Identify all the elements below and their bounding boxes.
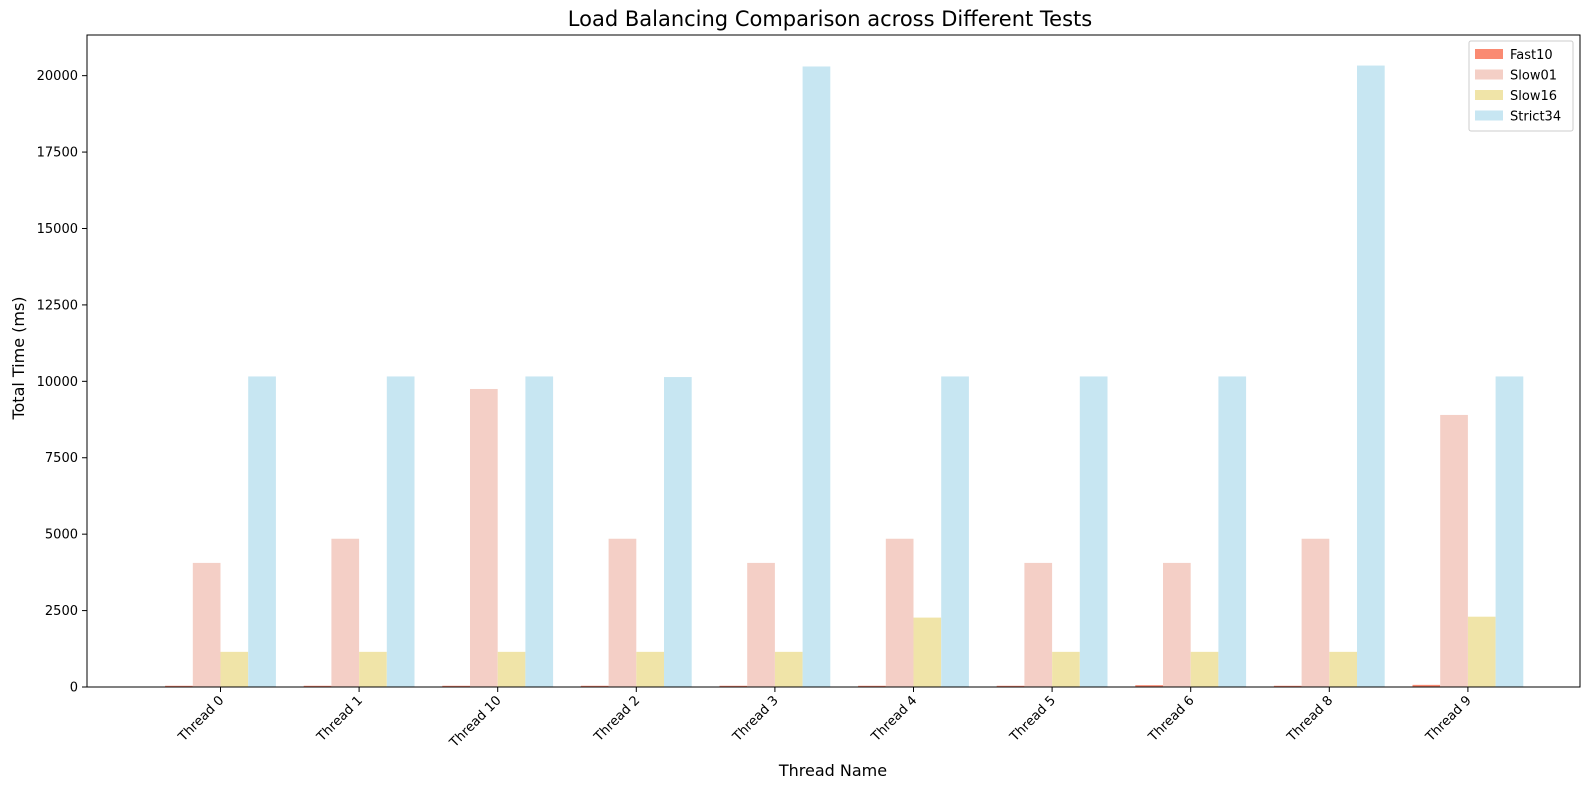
bar-slow16-thread-9	[1467, 616, 1496, 687]
chart-title: Load Balancing Comparison across Differe…	[568, 7, 1092, 31]
x-tick-label: Thread 10	[446, 693, 504, 751]
bar-slow16-thread-8	[1329, 651, 1357, 687]
y-tick-label: 12500	[37, 298, 78, 313]
bar-strict34-thread-9	[1495, 376, 1524, 687]
bar-strict34-thread-8	[1357, 65, 1385, 687]
bar-fast10-thread-9	[1412, 684, 1441, 687]
bar-fast10-thread-4	[858, 685, 886, 687]
y-tick-label: 17500	[37, 146, 78, 161]
y-tick-label: 15000	[37, 222, 78, 237]
bar-strict34-thread-5	[1079, 376, 1108, 687]
x-tick-label: Thread 3	[730, 693, 782, 745]
bar-slow16-thread-4	[913, 617, 942, 687]
bar-fast10-thread-1	[303, 685, 332, 687]
legend-label-fast10: Fast10	[1510, 48, 1553, 63]
bar-fast10-thread-6	[1135, 685, 1163, 687]
bar-strict34-thread-3	[802, 66, 831, 688]
y-tick-label: 7500	[45, 451, 78, 466]
legend-box	[1468, 40, 1574, 132]
legend-swatch-slow16	[1475, 90, 1503, 100]
y-tick-label: 5000	[45, 528, 78, 543]
x-tick-label: Thread 0	[175, 693, 227, 745]
plot-area: 0 2500 5000 7500 10000 12500 15000 17500 20000 Th…	[37, 34, 1581, 751]
y-tick-label: 10000	[37, 375, 78, 390]
legend-label-strict34: Strict34	[1510, 110, 1561, 125]
bar-slow16-thread-0	[220, 651, 249, 687]
bar-strict34-thread-2	[664, 377, 692, 687]
x-tick-label: Thread 1	[314, 693, 366, 745]
bar-slow01-thread-6	[1163, 562, 1191, 687]
y-tick-label: 20000	[37, 69, 78, 84]
x-axis-title: Thread Name	[778, 761, 887, 780]
y-axis-title: Total Time (ms)	[9, 296, 28, 420]
bar-slow01-thread-10	[470, 388, 498, 687]
bar-slow01-thread-4	[885, 538, 914, 687]
bar-slow01-thread-2	[608, 538, 637, 687]
x-tick-label: Thread 6	[1145, 693, 1197, 745]
y-tick-label: 0	[70, 681, 78, 696]
bar-slow16-thread-6	[1190, 651, 1219, 687]
x-tick-label: Thread 4	[868, 693, 920, 745]
x-tick-label: Thread 8	[1284, 693, 1336, 745]
bar-strict34-thread-1	[386, 376, 415, 687]
legend: Fast10 Slow01 Slow16 Strict34	[1468, 40, 1574, 132]
legend-label-slow16: Slow16	[1510, 89, 1557, 104]
bar-fast10-thread-2	[580, 685, 609, 687]
legend-label-slow01: Slow01	[1510, 69, 1557, 84]
bar-slow16-thread-2	[636, 651, 664, 687]
bar-slow01-thread-8	[1301, 538, 1330, 687]
bar-slow01-thread-5	[1024, 562, 1053, 687]
bar-slow16-thread-1	[359, 651, 387, 687]
legend-swatch-fast10	[1475, 49, 1503, 59]
bar-fast10-thread-5	[996, 685, 1025, 687]
bar-fast10-thread-10	[442, 685, 470, 687]
bar-fast10-thread-3	[719, 685, 748, 687]
x-tick-label: Thread 2	[591, 693, 643, 745]
legend-swatch-slow01	[1475, 69, 1503, 80]
bar-slow01-thread-1	[331, 538, 360, 687]
bar-strict34-thread-4	[941, 376, 969, 687]
legend-swatch-strict34	[1475, 110, 1503, 121]
x-tick-label: Thread 5	[1007, 693, 1059, 745]
y-tick-label: 2500	[45, 604, 78, 619]
x-tick-label: Thread 9	[1423, 693, 1475, 745]
bar-strict34-thread-10	[525, 376, 554, 687]
bar-fast10-thread-8	[1273, 685, 1302, 687]
plot-frame	[86, 34, 1581, 688]
bar-slow16-thread-5	[1052, 651, 1080, 687]
bar-slow16-thread-3	[774, 651, 803, 687]
bar-slow16-thread-10	[497, 651, 526, 687]
bar-slow01-thread-3	[747, 562, 775, 687]
bar-fast10-thread-0	[165, 685, 193, 687]
bar-strict34-thread-6	[1218, 376, 1247, 687]
bar-slow01-thread-9	[1440, 414, 1468, 687]
bar-slow01-thread-0	[192, 562, 221, 687]
bar-strict34-thread-0	[248, 376, 276, 687]
